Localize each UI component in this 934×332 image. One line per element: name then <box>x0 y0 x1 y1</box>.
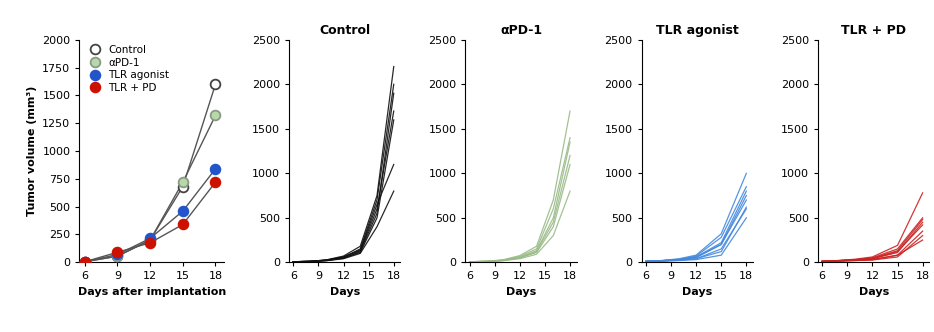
Title: TLR + PD: TLR + PD <box>842 24 906 37</box>
X-axis label: Days: Days <box>858 287 889 297</box>
Legend: Control, αPD-1, TLR agonist, TLR + PD: Control, αPD-1, TLR agonist, TLR + PD <box>85 45 170 93</box>
Title: Control: Control <box>319 24 371 37</box>
X-axis label: Days: Days <box>330 287 360 297</box>
X-axis label: Days: Days <box>682 287 713 297</box>
Title: TLR agonist: TLR agonist <box>656 24 739 37</box>
X-axis label: Days after implantation: Days after implantation <box>78 287 226 297</box>
Title: αPD-1: αPD-1 <box>500 24 542 37</box>
Y-axis label: Tumor volume (mm³): Tumor volume (mm³) <box>27 86 36 216</box>
X-axis label: Days: Days <box>506 287 536 297</box>
